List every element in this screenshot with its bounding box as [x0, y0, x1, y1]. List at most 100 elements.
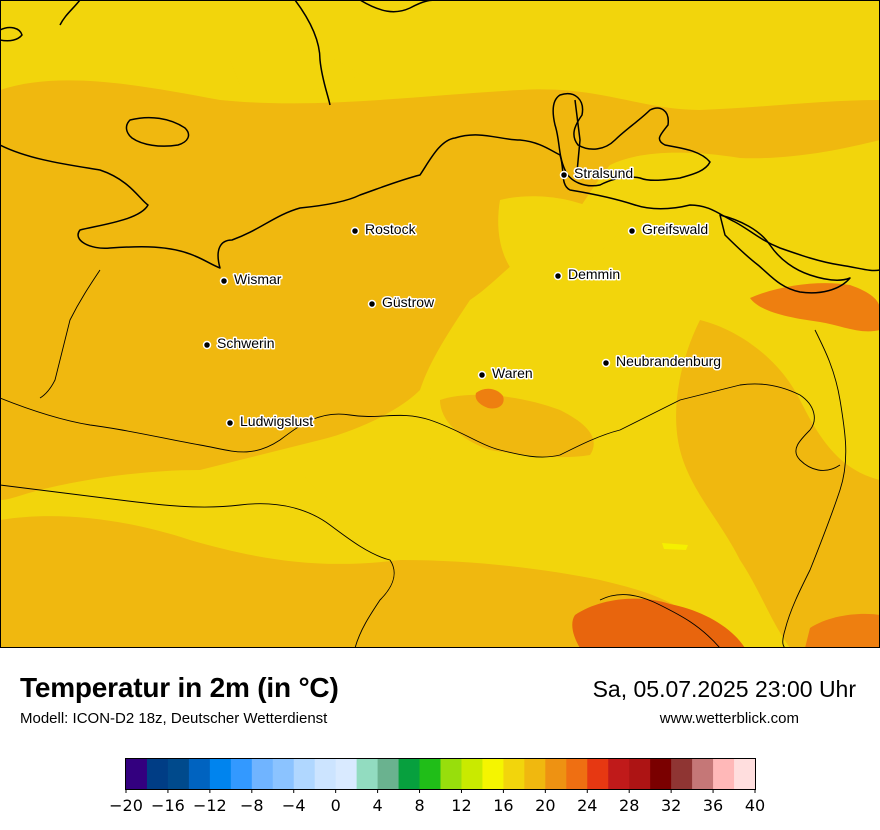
- temperature-field-hot-southeast: [805, 613, 880, 648]
- colorbar-tick-label: 16: [493, 796, 513, 815]
- colorbar-cell: [146, 759, 169, 789]
- city-schwerin: Schwerin: [202, 334, 276, 353]
- colorbar-tick-label: −4: [282, 796, 306, 815]
- colorbar-cell: [608, 759, 630, 789]
- colorbar-tick-label: −16: [151, 796, 185, 815]
- island-usedom: [719, 214, 851, 294]
- city-label: Güstrow: [382, 294, 435, 310]
- colorbar-cell: [650, 759, 672, 789]
- city-label: Demmin: [568, 266, 620, 282]
- colorbar-cell: [272, 759, 295, 789]
- colorbar-legend: −20 −16 −12 −8 −4 0 4 8 12 16 20 24 28 32 36 40: [109, 758, 765, 815]
- colorbar-ticks: −20 −16 −12 −8 −4 0 4 8 12 16 20 24 28 32 36 40: [109, 789, 765, 815]
- city-label: Greifswald: [642, 221, 708, 237]
- coastline-main: [0, 134, 880, 272]
- temperature-map: Stralsund Rostock Greifswald Wismar Demm…: [0, 0, 880, 648]
- border-berlin-region: [599, 594, 721, 648]
- city-marker: [627, 226, 637, 236]
- city-waren: Waren: [477, 364, 534, 383]
- city-wismar: Wismar: [219, 270, 283, 289]
- city-marker: [601, 358, 611, 368]
- colorbar-cell: [314, 759, 337, 789]
- colorbar-cell: [293, 759, 316, 789]
- colorbar-tick-label: −8: [240, 796, 264, 815]
- border-mv-schleswig: [39, 269, 101, 399]
- temperature-field-hot-south: [572, 598, 745, 648]
- colorbar-cell: [167, 759, 190, 789]
- colorbar-cell: [126, 759, 148, 789]
- colorbar-tick-label: 40: [745, 796, 765, 815]
- website-link[interactable]: www.wetterblick.com: [659, 710, 799, 727]
- city-label: Wismar: [234, 271, 282, 287]
- city-marker: [350, 226, 360, 236]
- city-greifswald: Greifswald: [627, 220, 710, 239]
- colorbar-cell: [188, 759, 211, 789]
- city-marker: [202, 340, 212, 350]
- city-neubrandenburg: Neubrandenburg: [601, 352, 723, 371]
- temperature-field-cool-patch-3: [299, 446, 460, 507]
- island-west-coast: [0, 26, 23, 42]
- map-footer: Temperatur in 2m (in °C) Modell: ICON-D2…: [0, 648, 880, 830]
- colorbar-cell: [377, 759, 400, 789]
- city-label: Waren: [492, 365, 533, 381]
- colorbar-tick-label: 36: [703, 796, 723, 815]
- city-marker: [219, 276, 229, 286]
- colorbar-cell: [524, 759, 546, 789]
- colorbar-cell: [356, 759, 379, 789]
- temperature-field-cool-patch-1: [230, 49, 360, 92]
- colorbar-tick-label: 12: [451, 796, 471, 815]
- border-lower-saxony: [0, 484, 395, 648]
- city-markers: Stralsund Rostock Greifswald Wismar Demm…: [202, 164, 723, 431]
- city-demmin: Demmin: [553, 265, 622, 284]
- city-label: Schwerin: [217, 335, 275, 351]
- city-label: Stralsund: [574, 165, 633, 181]
- forecast-datetime: Sa, 05.07.2025 23:00 Uhr: [592, 676, 856, 702]
- colorbar-cell: [230, 759, 253, 789]
- city-label: Rostock: [365, 221, 417, 237]
- island-fehmarn: [125, 116, 190, 147]
- colorbar-cell: [335, 759, 358, 789]
- colorbar-cell: [251, 759, 274, 789]
- colorbar-tick-label: 20: [535, 796, 555, 815]
- colorbar-tick-label: 8: [414, 796, 424, 815]
- city-marker: [225, 418, 235, 428]
- city-marker: [367, 299, 377, 309]
- city-ludwigslust: Ludwigslust: [225, 412, 315, 431]
- city-label: Neubrandenburg: [616, 353, 721, 369]
- colorbar-tick-label: 4: [373, 796, 383, 815]
- temperature-field-hot-waren: [475, 388, 504, 409]
- island-lolland: [294, 0, 331, 106]
- state-borders: [0, 269, 847, 648]
- colorbar-tick-label: 28: [619, 796, 639, 815]
- model-info: Modell: ICON-D2 18z, Deutscher Wetterdie…: [20, 710, 328, 727]
- colorbar-cell: [461, 759, 484, 789]
- colorbar-cell: [482, 759, 504, 789]
- colorbar-cell: [713, 759, 735, 789]
- colorbar-cell: [629, 759, 651, 789]
- city-marker: [477, 370, 487, 380]
- border-poland: [782, 329, 847, 648]
- colorbar-cell: [398, 759, 421, 789]
- colorbar-tick-label: −12: [193, 796, 227, 815]
- colorbar-tick-label: −20: [109, 796, 143, 815]
- temperature-field-cool-patch-2: [498, 196, 620, 280]
- map-title: Temperatur in 2m (in °C): [20, 672, 339, 703]
- island-hiddensee: [574, 99, 581, 173]
- city-marker: [553, 271, 563, 281]
- city-stralsund: Stralsund: [559, 164, 635, 183]
- colorbar-cell: [440, 759, 463, 789]
- colorbar-cell: [692, 759, 714, 789]
- temperature-field-warm: [0, 80, 880, 501]
- colorbar-tick-label: 32: [661, 796, 681, 815]
- coastline: [0, 0, 880, 294]
- city-guestrow: Güstrow: [367, 293, 437, 312]
- city-label: Ludwigslust: [240, 413, 313, 429]
- temperature-field-yellow-speck: [662, 543, 688, 550]
- colorbar-cell: [587, 759, 609, 789]
- colorbar-frame: [125, 758, 756, 790]
- colorbar-cell: [545, 759, 567, 789]
- border-mv-brandenburg: [0, 383, 841, 471]
- colorbar-tick-label: 24: [577, 796, 597, 815]
- colorbar-cell: [566, 759, 588, 789]
- colorbar-cell: [503, 759, 525, 789]
